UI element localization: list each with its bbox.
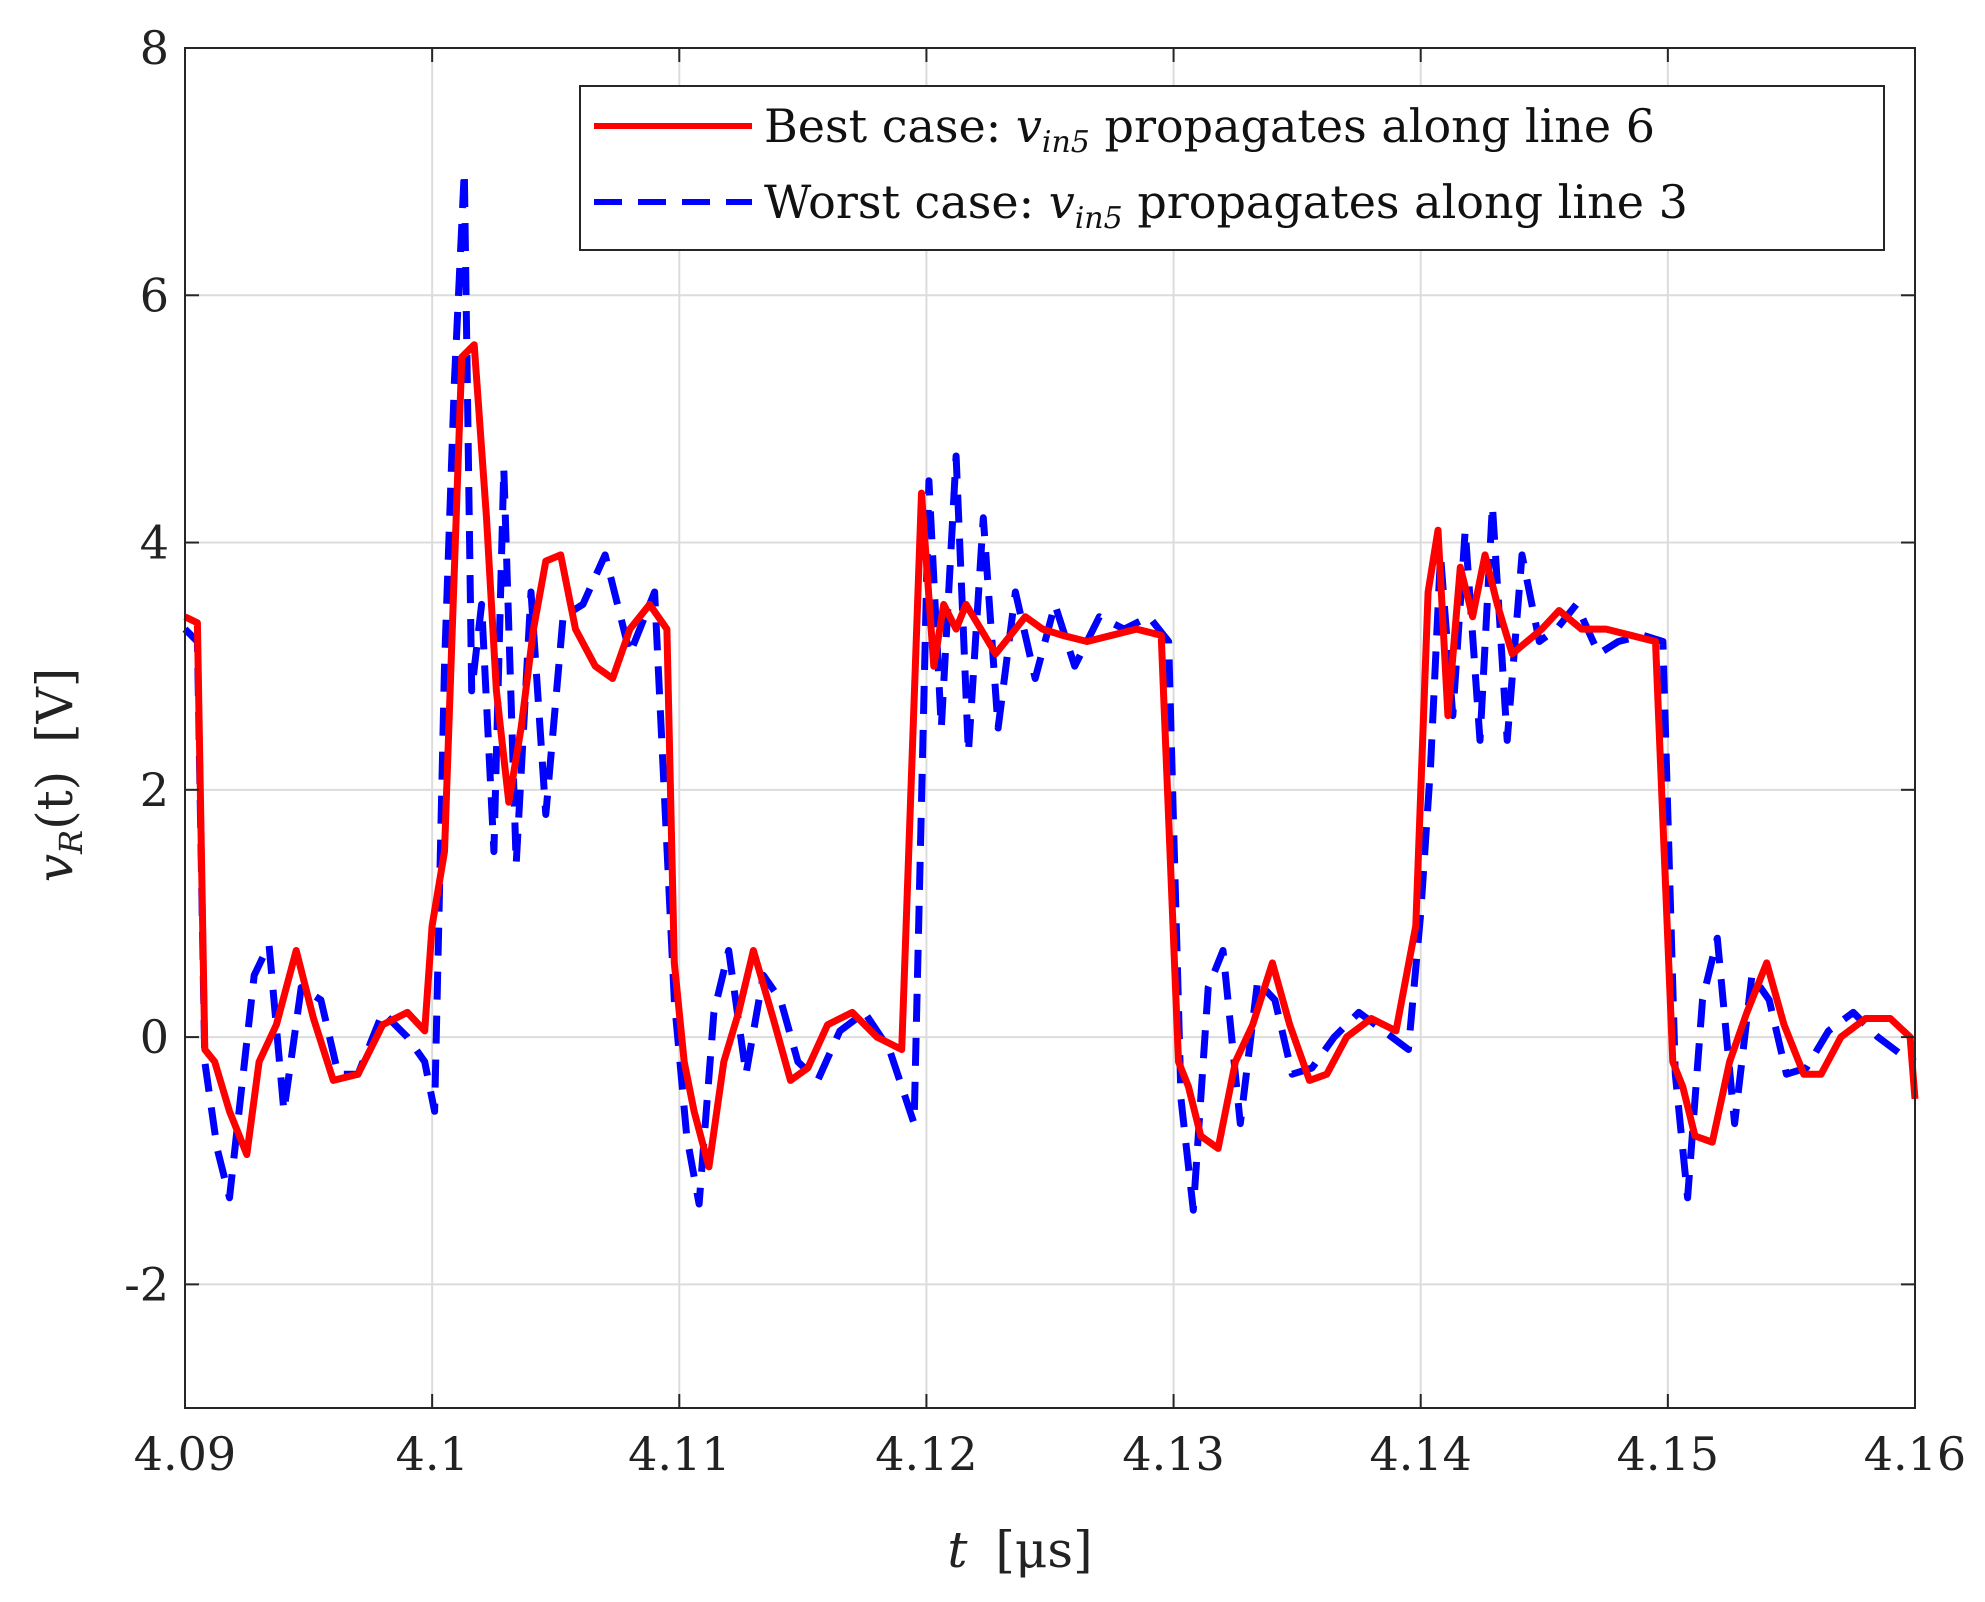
y-tick-label: 6	[140, 268, 169, 322]
y-axis-label-sub: R	[52, 830, 90, 855]
y-axis-label: vR(t) [V]	[26, 668, 90, 882]
series-layer	[182, 168, 1919, 1214]
legend-box	[579, 85, 1885, 251]
x-axis-label-var: t	[947, 1521, 968, 1579]
legend-label-worst-case: Worst case: vin5 propagates along line 3	[764, 175, 1688, 236]
y-axis-label-unit: [V]	[26, 668, 84, 743]
y-axis-label-var: v	[26, 854, 84, 882]
x-axis-label-unit: [μs]	[995, 1521, 1092, 1579]
x-tick-label: 4.12	[875, 1427, 977, 1481]
y-tick-label: -2	[124, 1257, 169, 1311]
x-tick-label: 4.09	[134, 1427, 236, 1481]
y-tick-label: 4	[140, 516, 169, 570]
legend-label-best-case: Best case: vin5 propagates along line 6	[764, 99, 1655, 160]
plot-frame	[184, 47, 1916, 1409]
y-tick-label: 8	[140, 21, 169, 75]
x-axis-ticks: 4.09 4.1 4.11 4.12 4.13 4.14 4.15 4.16	[134, 48, 1966, 1481]
series-line-best-case	[183, 341, 1919, 1171]
y-axis-ticks: -2 0 2 4 6 8	[124, 21, 1915, 1311]
legend: Best case: vin5 propagates along line 6 …	[579, 85, 1885, 251]
y-tick-label: 2	[140, 763, 169, 817]
y-axis-label-arg: (t)	[26, 771, 84, 830]
x-tick-label: 4.13	[1122, 1427, 1224, 1481]
x-axis-label: t [μs]	[947, 1521, 1092, 1579]
series-line-worst-case	[182, 168, 1917, 1214]
x-tick-label: 4.11	[628, 1427, 730, 1481]
x-tick-label: 4.16	[1864, 1427, 1966, 1481]
y-tick-label: 0	[140, 1010, 169, 1064]
x-tick-label: 4.15	[1617, 1427, 1719, 1481]
x-tick-label: 4.1	[396, 1427, 469, 1481]
x-tick-label: 4.14	[1370, 1427, 1472, 1481]
